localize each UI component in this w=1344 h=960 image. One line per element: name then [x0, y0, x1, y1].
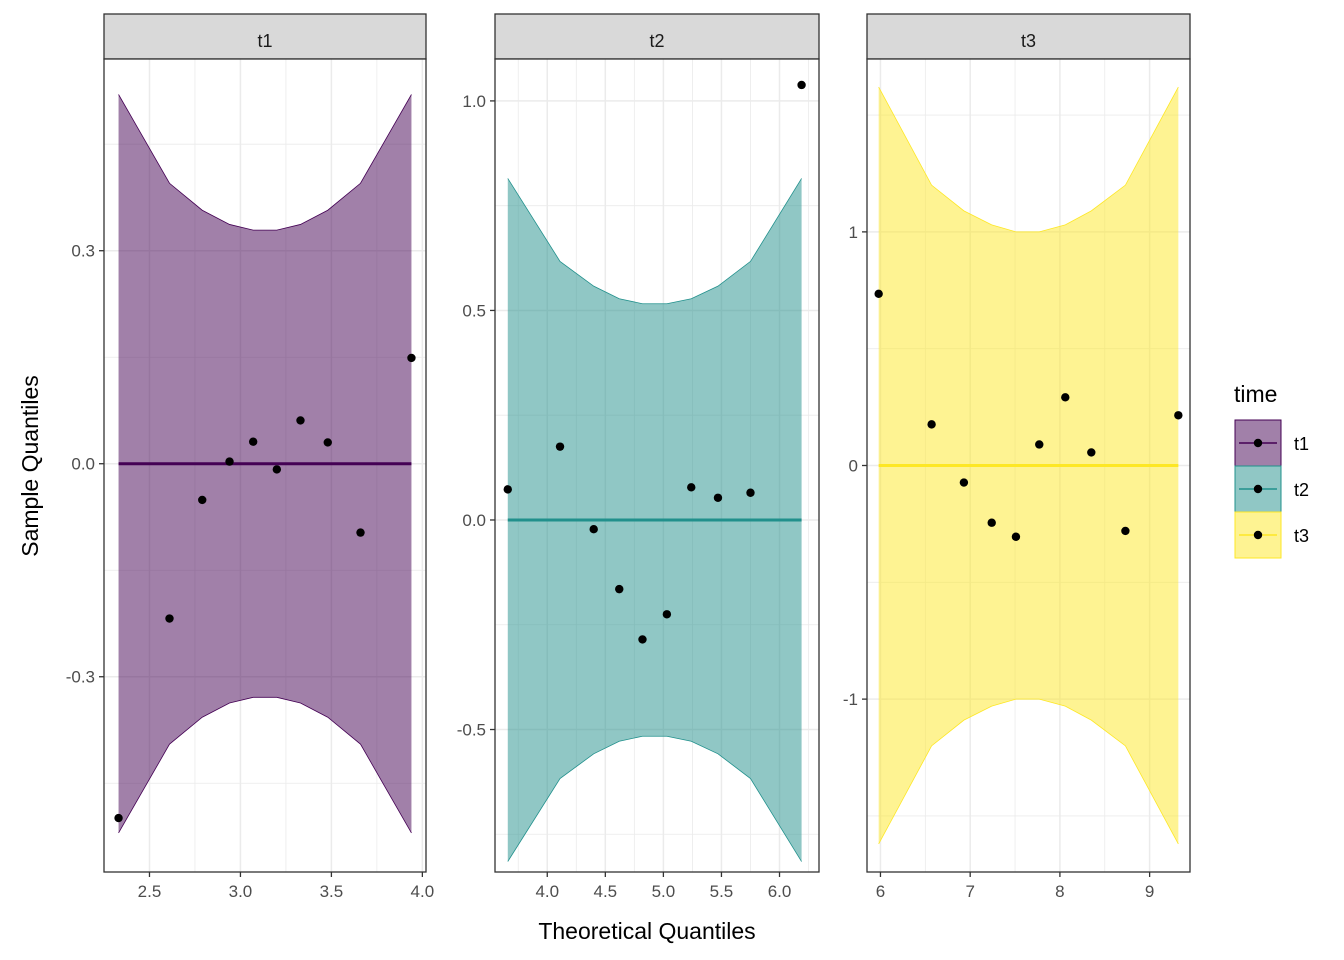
y-tick-label: 0	[849, 457, 858, 476]
data-point	[959, 478, 969, 487]
y-tick-label: -0.5	[457, 721, 486, 740]
data-point	[296, 416, 305, 425]
y-tick-label: -1	[843, 690, 858, 709]
data-point	[225, 457, 234, 466]
y-axis-title: Sample Quantiles	[17, 375, 43, 557]
facet-strip	[494, 13, 820, 60]
legend-label: t1	[1294, 434, 1309, 454]
x-tick-label: 4.0	[411, 882, 435, 901]
data-point	[589, 524, 598, 534]
x-tick-label: 4.0	[535, 882, 559, 901]
data-point	[272, 465, 282, 474]
panel-border	[494, 58, 820, 873]
legend-key-point	[1253, 484, 1263, 494]
legend: time t1 t2 t3	[1234, 381, 1309, 559]
band-lower-edge	[878, 698, 1179, 845]
data-point	[555, 442, 565, 451]
data-point	[114, 813, 123, 823]
y-tick-label: -0.3	[66, 668, 95, 687]
band-upper-edge	[507, 178, 802, 305]
data-point	[662, 610, 672, 619]
legend-label: t2	[1294, 480, 1309, 500]
data-point	[1011, 532, 1021, 541]
panel-border	[103, 58, 427, 873]
x-tick-label: 5.5	[710, 882, 734, 901]
legend-label: t3	[1294, 526, 1309, 546]
data-point	[323, 438, 332, 447]
x-tick-label: 5.0	[652, 882, 676, 901]
x-tick-label: 6	[876, 882, 885, 901]
legend-item-t3: t3	[1234, 511, 1309, 559]
legend-key-point	[1253, 438, 1263, 448]
x-tick-label: 7	[965, 882, 974, 901]
data-point	[1061, 393, 1070, 402]
y-tick-label: 0.0	[71, 455, 95, 474]
legend-item-t2: t2	[1234, 465, 1309, 513]
band-upper-edge	[878, 86, 1179, 233]
data-point	[503, 485, 512, 494]
data-point	[713, 493, 723, 502]
x-tick-label: 8	[1055, 882, 1064, 901]
data-point	[356, 528, 365, 537]
y-tick-label: 0.0	[462, 511, 486, 530]
x-axis-title: Theoretical Quantiles	[538, 918, 755, 944]
facet-strip-label: t3	[1021, 31, 1036, 51]
x-tick-label: 3.5	[320, 882, 344, 901]
facet-strip-label: t1	[257, 31, 272, 51]
x-tick-label: 3.0	[229, 882, 253, 901]
x-tick-label: 2.5	[138, 882, 162, 901]
data-point	[248, 437, 258, 446]
data-point	[198, 495, 207, 505]
legend-key-point	[1253, 530, 1263, 540]
data-point	[1121, 526, 1130, 536]
data-point	[927, 420, 936, 429]
data-point	[987, 518, 996, 527]
facet-panel-t3: t3 6 7 8 9 -1 0 1	[843, 13, 1191, 901]
band-lower-edge	[507, 735, 802, 862]
data-point	[687, 483, 696, 492]
facet-panel-t1: t1 2.5 3.0 3.5 4.0 -0.3 0.0 0.3	[66, 13, 435, 901]
y-tick-label: 0.3	[71, 242, 95, 261]
facet-strip-label: t2	[649, 31, 664, 51]
data-point	[874, 289, 883, 298]
data-point	[797, 80, 806, 90]
data-point	[615, 584, 624, 594]
y-tick-label: 1	[849, 223, 858, 242]
data-point	[638, 635, 647, 644]
facet-panel-t2: t2 4.0 4.5 5.0 5.5 6.0 -0.5 0.0 0.5 1.0	[457, 13, 820, 901]
data-point	[1174, 411, 1183, 420]
x-tick-label: 6.0	[768, 882, 792, 901]
facets: t1 2.5 3.0 3.5 4.0 -0.3 0.0 0.3 t2 4.0 4.5 5.0 5.5 6.…	[66, 13, 1191, 901]
data-point	[1035, 440, 1044, 449]
band-lower-edge	[118, 696, 412, 834]
band-upper-edge	[118, 94, 412, 231]
facet-strip	[866, 13, 1191, 60]
y-tick-label: 0.5	[462, 301, 486, 320]
data-point	[407, 353, 416, 363]
legend-title: time	[1234, 381, 1277, 407]
data-point	[1087, 448, 1096, 457]
facet-strip	[103, 13, 427, 60]
x-tick-label: 9	[1145, 882, 1154, 901]
data-point	[165, 614, 174, 623]
x-tick-label: 4.5	[594, 882, 618, 901]
data-point	[746, 488, 755, 497]
y-tick-label: 1.0	[462, 92, 486, 111]
legend-item-t1: t1	[1234, 419, 1309, 467]
